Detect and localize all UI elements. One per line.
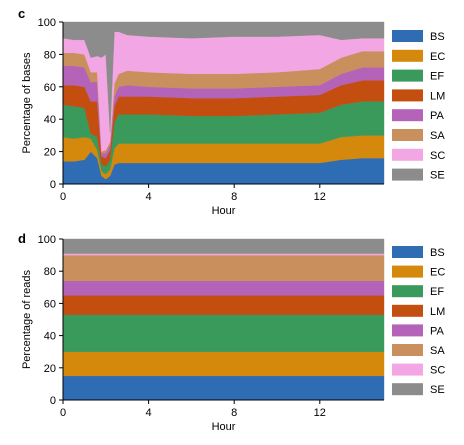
area-sc xyxy=(62,253,385,256)
y-tick-label: 80 xyxy=(44,49,56,61)
x-tick-label: 8 xyxy=(231,191,237,203)
x-tick-label: 4 xyxy=(146,191,152,203)
area-bs xyxy=(62,375,385,401)
area-ec xyxy=(62,351,385,377)
y-axis-title: Percentage of reads xyxy=(21,269,33,369)
legend-swatch-se xyxy=(392,168,423,181)
legend-label-se: SE xyxy=(430,170,445,182)
y-tick-label: 60 xyxy=(44,298,56,310)
legend-swatch-bs xyxy=(392,246,423,258)
legend-label-bs: BS xyxy=(430,247,445,259)
area-sa xyxy=(62,254,385,282)
legend-swatch-bs xyxy=(392,30,423,42)
legend-label-sa: SA xyxy=(430,345,445,357)
legend-label-ec: EC xyxy=(430,267,445,279)
x-tick-label: 4 xyxy=(146,407,152,419)
x-tick-label: 0 xyxy=(60,191,66,203)
legend-label-ef: EF xyxy=(430,286,444,298)
x-tick-label: 8 xyxy=(231,407,237,419)
x-axis-title: Hour xyxy=(212,421,236,433)
y-tick-label: 0 xyxy=(50,179,56,191)
legend-swatch-pa xyxy=(392,324,423,337)
legend-swatch-sc xyxy=(392,148,423,161)
panel-d: d 0 20 40 60 80 100 0 4 8 12 Hour Percentage of read… xyxy=(18,231,445,433)
x-axis-title: Hour xyxy=(212,205,236,217)
x-tick-label: 12 xyxy=(314,407,326,419)
y-tick-label: 20 xyxy=(44,147,56,159)
legend-label-pa: PA xyxy=(430,110,445,122)
y-tick-label: 60 xyxy=(44,82,56,94)
x-tick-label: 12 xyxy=(314,191,326,203)
legend-label-pa: PA xyxy=(430,325,445,337)
area-se xyxy=(62,238,385,254)
y-tick-label: 100 xyxy=(38,17,56,29)
legend-swatch-sc xyxy=(392,363,423,376)
panel-label: c xyxy=(18,6,25,21)
legend-swatch-ef xyxy=(392,285,423,298)
legend-label-ef: EF xyxy=(430,71,444,83)
y-tick-label: 40 xyxy=(44,331,56,343)
legend-label-se: SE xyxy=(430,384,445,396)
y-tick-label: 100 xyxy=(38,234,56,246)
legend-swatch-ec xyxy=(392,265,423,278)
legend-label-sc: SC xyxy=(430,150,445,162)
legend-swatch-lm xyxy=(392,304,423,317)
legend-swatch-se xyxy=(392,383,423,396)
legend-label-lm: LM xyxy=(430,306,445,318)
legend-swatch-pa xyxy=(392,109,423,122)
legend-swatch-lm xyxy=(392,89,423,102)
y-tick-label: 0 xyxy=(50,395,56,407)
y-tick-label: 40 xyxy=(44,114,56,126)
area-ef xyxy=(62,314,385,352)
area-lm xyxy=(62,295,385,315)
y-tick-label: 20 xyxy=(44,363,56,375)
legend-label-lm: LM xyxy=(430,90,445,102)
legend-label-sa: SA xyxy=(430,130,445,142)
y-axis-title: Percentage of bases xyxy=(21,52,33,153)
legend-label-ec: EC xyxy=(430,51,445,63)
panel-c: c 0 20 40 60 80 100 0 4 8 12 Hour Percentage of base… xyxy=(18,6,445,217)
legend-swatch-sa xyxy=(392,344,423,356)
legend-swatch-sa xyxy=(392,129,423,141)
legend-swatch-ef xyxy=(392,69,423,82)
area-pa xyxy=(62,280,385,296)
legend-label-sc: SC xyxy=(430,365,445,377)
area-se xyxy=(62,21,385,133)
x-tick-label: 0 xyxy=(60,407,66,419)
legend-swatch-ec xyxy=(392,49,423,62)
y-tick-label: 80 xyxy=(44,266,56,278)
panel-label: d xyxy=(18,231,26,246)
legend-label-bs: BS xyxy=(430,31,445,43)
